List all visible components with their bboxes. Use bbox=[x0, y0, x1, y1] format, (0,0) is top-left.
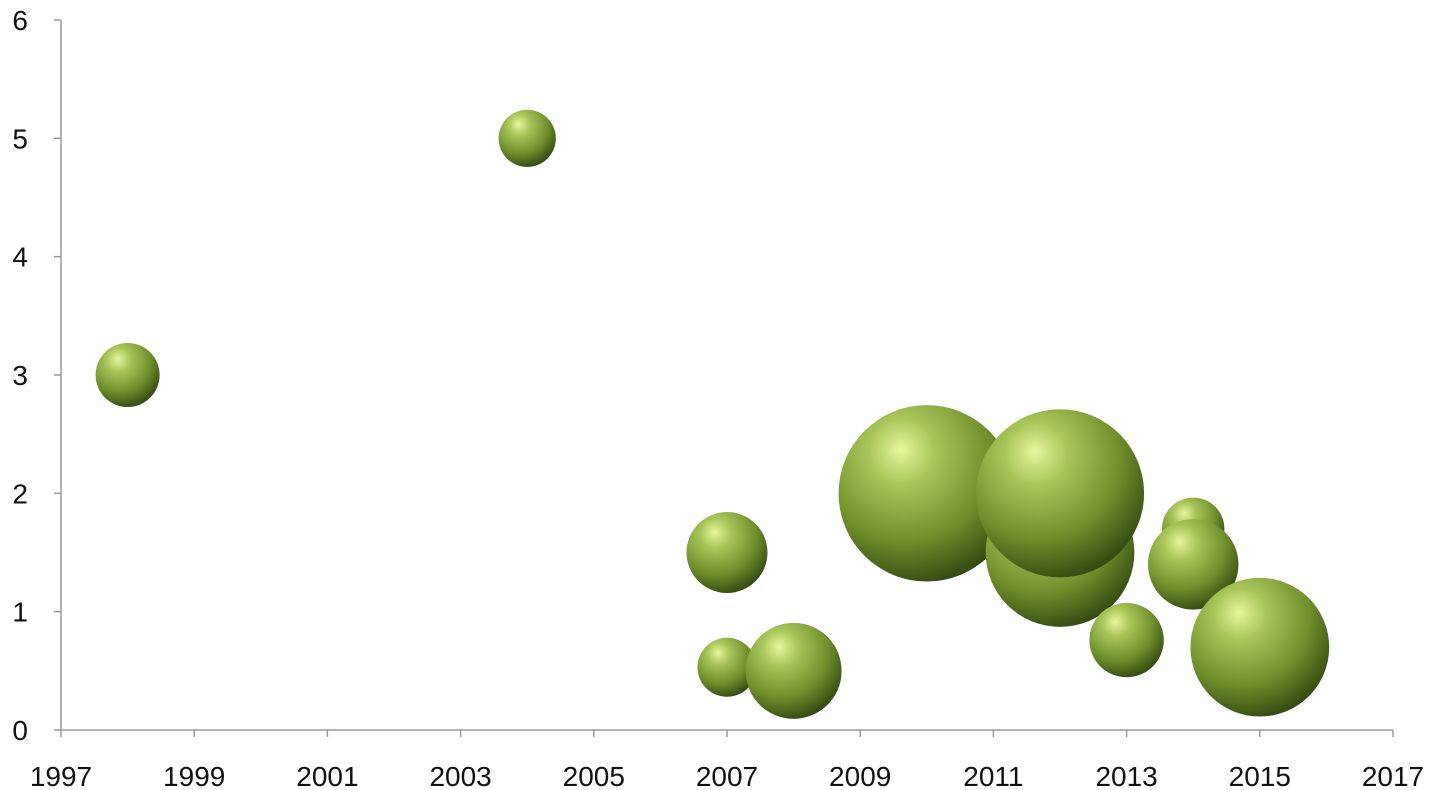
x-tick-label: 2017 bbox=[1362, 761, 1424, 790]
x-tick-label: 2011 bbox=[963, 761, 1023, 790]
y-tick-label: 6 bbox=[12, 5, 28, 36]
y-tick-label: 1 bbox=[12, 597, 28, 628]
bubble-point bbox=[498, 109, 556, 167]
y-tick-label: 2 bbox=[12, 478, 28, 509]
x-tick-label: 2005 bbox=[563, 761, 625, 790]
bubble-point bbox=[697, 637, 757, 697]
x-tick-label: 2015 bbox=[1229, 761, 1291, 790]
x-tick-label: 2009 bbox=[829, 761, 891, 790]
bubble-point bbox=[745, 622, 842, 719]
bubble-point bbox=[975, 409, 1145, 578]
bubbles bbox=[95, 109, 1330, 719]
bubble-point bbox=[686, 512, 768, 593]
x-tick-label: 2001 bbox=[296, 761, 358, 790]
x-tick-label: 2007 bbox=[696, 761, 758, 790]
x-tick-label: 2003 bbox=[429, 761, 491, 790]
x-tick-label: 1999 bbox=[163, 761, 225, 790]
bubble-point bbox=[1089, 602, 1164, 678]
y-tick-label: 5 bbox=[12, 123, 28, 154]
bubble-point bbox=[95, 343, 160, 407]
y-tick-label: 4 bbox=[12, 242, 28, 273]
x-tick-label: 1997 bbox=[30, 761, 92, 790]
tick-labels: 0 1 2 3 4 5 6 1997 1999 2001 2003 2005 2007 2009 2011 2… bbox=[12, 5, 1424, 790]
bubble-point bbox=[838, 405, 1016, 582]
y-tick-label: 3 bbox=[12, 360, 28, 391]
bubble-point bbox=[1190, 577, 1330, 717]
x-tick-label: 2013 bbox=[1095, 761, 1157, 790]
y-tick-label: 0 bbox=[12, 715, 28, 746]
bubble-point bbox=[1147, 519, 1239, 610]
axes bbox=[54, 19, 1394, 737]
